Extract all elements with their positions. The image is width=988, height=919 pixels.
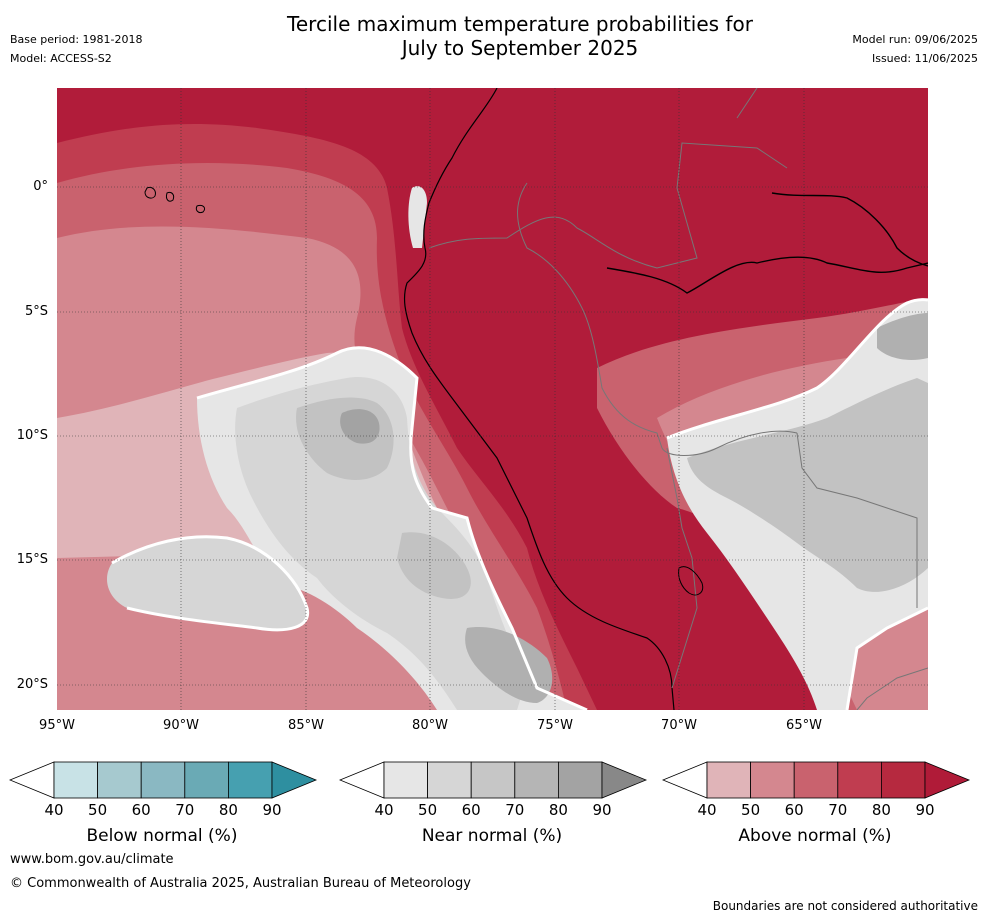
- colorbar-below-tick: 70: [175, 801, 195, 819]
- colorbar-above-tick: 40: [697, 801, 717, 819]
- issued-date: Issued: 11/06/2025: [871, 52, 978, 65]
- footer-copyright: © Commonwealth of Australia 2025, Austra…: [10, 876, 471, 891]
- colorbar-below-min-extend: [9, 761, 55, 799]
- lat-label-15s: 15°S: [16, 552, 48, 567]
- colorbar-below-segment: [184, 761, 229, 799]
- title-line-1: Tercile maximum temperature probabilitie…: [287, 12, 753, 36]
- lon-label-70w: 70°W: [661, 718, 697, 733]
- footer-url[interactable]: www.bom.gov.au/climate: [10, 852, 174, 867]
- colorbar-near: [339, 761, 648, 799]
- contour-near-boundary-south: [111, 535, 310, 632]
- colorbar-above-segment: [750, 761, 795, 799]
- field-near-50-south: [107, 536, 308, 630]
- colorbar-below-segment: [97, 761, 142, 799]
- field-near-80-south: [465, 627, 553, 703]
- lat-label-10s: 10°S: [16, 428, 48, 443]
- colorbar-near-tick: 90: [592, 801, 612, 819]
- lon-label-90w: 90°W: [163, 718, 199, 733]
- lon-label-80w: 80°W: [412, 718, 448, 733]
- colorbar-below-segment: [53, 761, 98, 799]
- colorbar-above-tick: 50: [741, 801, 761, 819]
- colorbar-near-tick: 60: [461, 801, 481, 819]
- lake-titicaca: [678, 566, 704, 596]
- field-near-70-east: [877, 313, 928, 360]
- lat-label-0: 0°: [33, 179, 48, 194]
- colorbar-below-segment: [140, 761, 186, 799]
- field-near-60-west: [235, 377, 527, 710]
- colorbar-near-tick: 40: [374, 801, 394, 819]
- colorbar-below-segment: [227, 761, 273, 799]
- colorbar-below-tick: 90: [262, 801, 282, 819]
- colorbar-above-label: Above normal (%): [738, 826, 892, 846]
- colorbar-above-tick: 80: [871, 801, 891, 819]
- country-borders: [428, 88, 928, 710]
- colorbar-below-tick: 60: [131, 801, 151, 819]
- colorbar-above-segment: [793, 761, 839, 799]
- field-near-70-south: [397, 532, 471, 599]
- field-near-80-coast: [408, 186, 427, 248]
- colorbar-below-label: Below normal (%): [86, 826, 238, 846]
- colorbar-near-max-extend: [601, 761, 648, 799]
- lon-label-75w: 75°W: [537, 718, 573, 733]
- footer-disclaimer: Boundaries are not considered authoritat…: [712, 899, 978, 913]
- colorbar-near-segment: [383, 761, 428, 799]
- colorbar-above-segment: [706, 761, 751, 799]
- colorbar-near-min-extend: [339, 761, 385, 799]
- colorbar-near-label: Near normal (%): [421, 826, 563, 846]
- colorbar-above-tick: 70: [828, 801, 848, 819]
- lon-label-85w: 85°W: [288, 718, 324, 733]
- meta-right: Model run: 09/06/2025 Issued: 11/06/2025: [852, 30, 978, 68]
- model-name: Model: ACCESS-S2: [10, 52, 112, 65]
- lat-label-5s: 5°S: [24, 304, 48, 319]
- base-period: Base period: 1981-2018: [10, 33, 143, 46]
- galapagos-islands: [144, 187, 206, 213]
- colorbar-near-tick: 70: [505, 801, 525, 819]
- colorbar-above-segment: [880, 761, 926, 799]
- colorbar-above-max-extend: [924, 761, 971, 799]
- colorbar-above-tick: 90: [915, 801, 935, 819]
- colorbar-above-min-extend: [662, 761, 708, 799]
- colorbar-near-tick: 50: [418, 801, 438, 819]
- lon-label-65w: 65°W: [786, 718, 822, 733]
- colorbar-above: [662, 761, 971, 799]
- colorbar-near-tick: 80: [548, 801, 568, 819]
- contour-near-boundary-west: [196, 346, 588, 710]
- meta-left: Base period: 1981-2018 Model: ACCESS-S2: [10, 30, 142, 68]
- colorbar-below: [9, 761, 318, 799]
- colorbar-near-segment: [557, 761, 603, 799]
- map-title: Tercile maximum temperature probabilitie…: [200, 12, 840, 60]
- lon-label-95w: 95°W: [39, 718, 75, 733]
- field-near-60-east: [687, 378, 928, 592]
- coastline: [403, 88, 675, 710]
- colorbar-near-segment: [427, 761, 472, 799]
- north-river: [771, 192, 928, 267]
- colorbar-near-segment: [514, 761, 559, 799]
- colorbar-below-max-extend: [271, 761, 318, 799]
- colorbar-above-tick: 60: [784, 801, 804, 819]
- lat-label-20s: 20°S: [16, 677, 48, 692]
- field-near-80-west: [340, 409, 380, 444]
- model-run: Model run: 09/06/2025: [852, 33, 978, 46]
- colorbar-below-tick: 40: [44, 801, 64, 819]
- probability-map: [57, 88, 928, 710]
- contour-near-boundary-east: [666, 298, 928, 710]
- amazon-river: [606, 256, 928, 294]
- colorbar-below-tick: 50: [88, 801, 108, 819]
- colorbar-near-segment: [470, 761, 516, 799]
- title-line-2: July to September 2025: [401, 36, 639, 60]
- graticule: [57, 88, 928, 710]
- colorbar-below-tick: 80: [218, 801, 238, 819]
- colorbar-above-segment: [837, 761, 882, 799]
